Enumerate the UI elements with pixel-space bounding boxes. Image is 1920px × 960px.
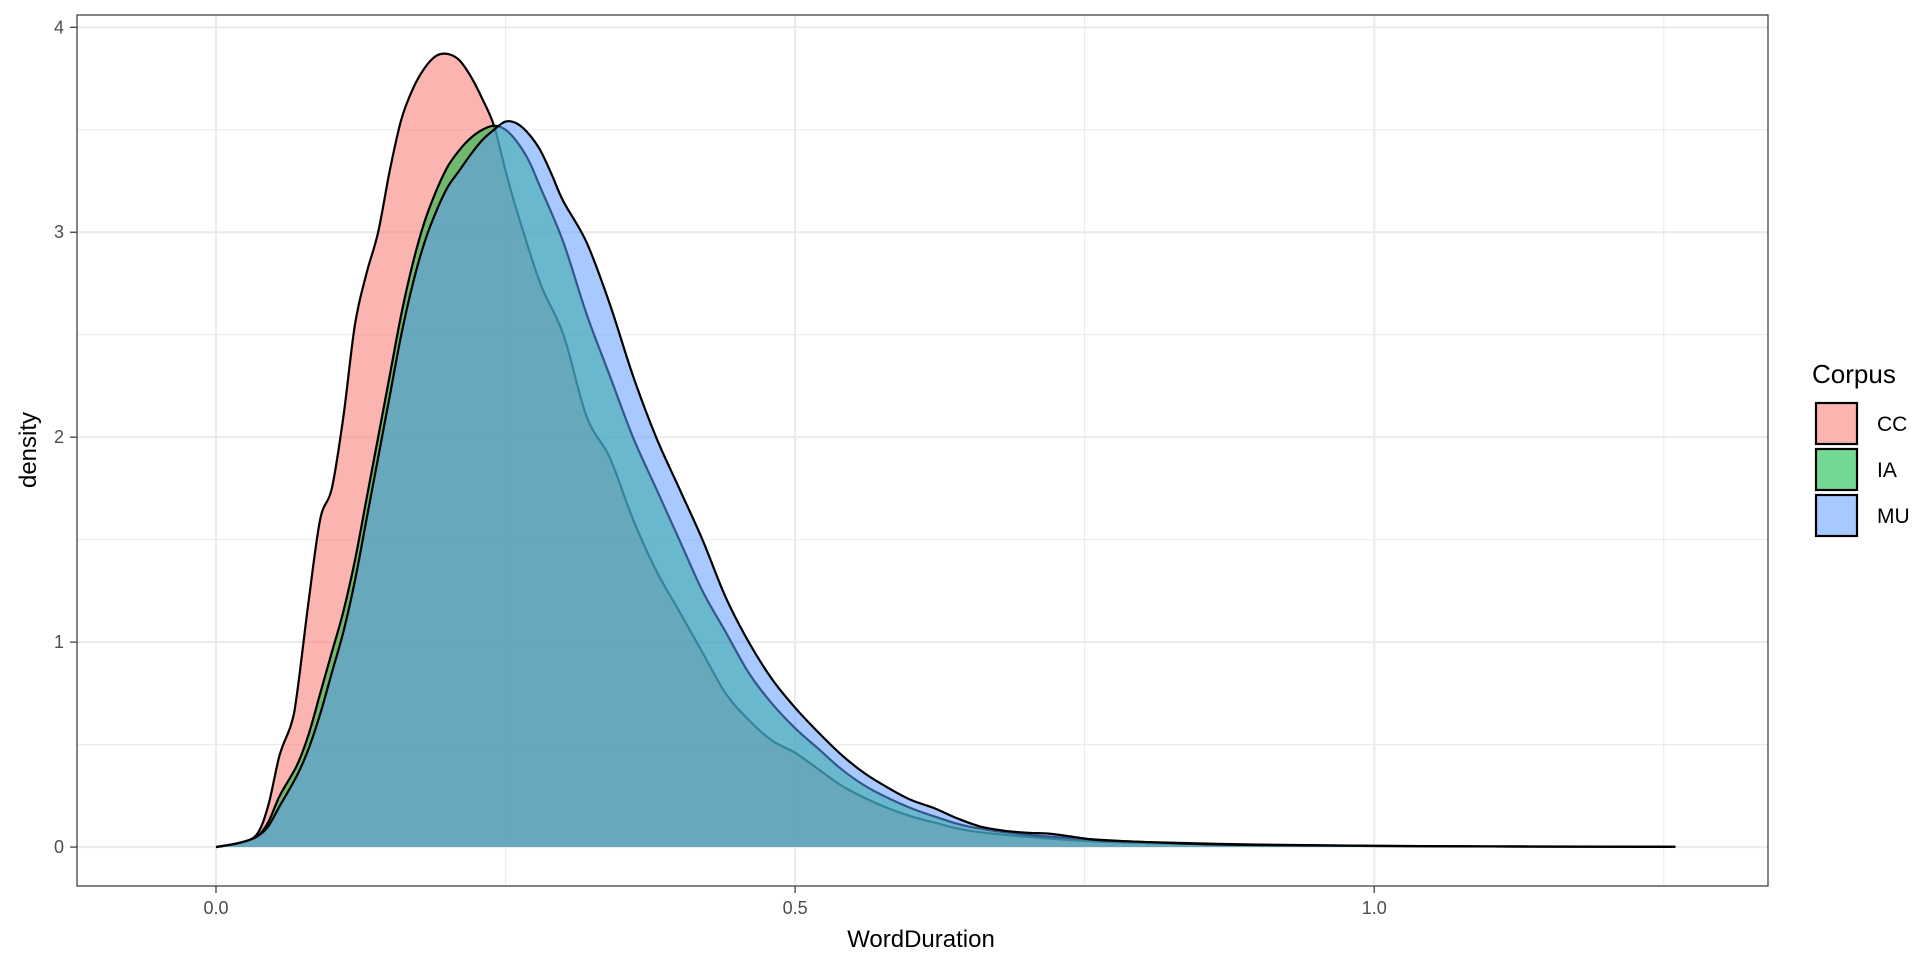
legend: Corpus CC IA MU xyxy=(1812,359,1910,538)
x-tick-label: 1.0 xyxy=(1362,898,1387,918)
legend-label-cc: CC xyxy=(1877,413,1907,436)
plot-panel xyxy=(76,14,1769,887)
density-areas xyxy=(215,52,1676,849)
legend-entries: CC IA MU xyxy=(1814,401,1910,538)
y-tick-label: 2 xyxy=(54,427,64,447)
density-line-mu xyxy=(215,120,1676,849)
legend-key-mu xyxy=(1814,493,1859,538)
density-area-mu xyxy=(215,121,1676,848)
x-axis-title: WordDuration xyxy=(847,926,995,953)
y-tick-label: 0 xyxy=(54,837,64,857)
legend-label-mu: MU xyxy=(1877,505,1910,528)
legend-key-ia xyxy=(1814,447,1859,492)
x-tick-label: 0.0 xyxy=(203,898,228,918)
y-tick-label: 4 xyxy=(54,17,64,37)
y-axis: 0 1 2 3 4 xyxy=(54,17,77,857)
legend-label-ia: IA xyxy=(1877,459,1897,482)
legend-title: Corpus xyxy=(1812,359,1896,389)
y-axis-title: density xyxy=(15,412,42,488)
y-tick-label: 3 xyxy=(54,222,64,242)
panel-border xyxy=(76,14,1769,887)
x-tick-label: 0.5 xyxy=(783,898,808,918)
x-axis: 0.0 0.5 1.0 xyxy=(203,886,1387,918)
y-tick-label: 1 xyxy=(54,632,64,652)
legend-key-cc xyxy=(1814,401,1859,446)
